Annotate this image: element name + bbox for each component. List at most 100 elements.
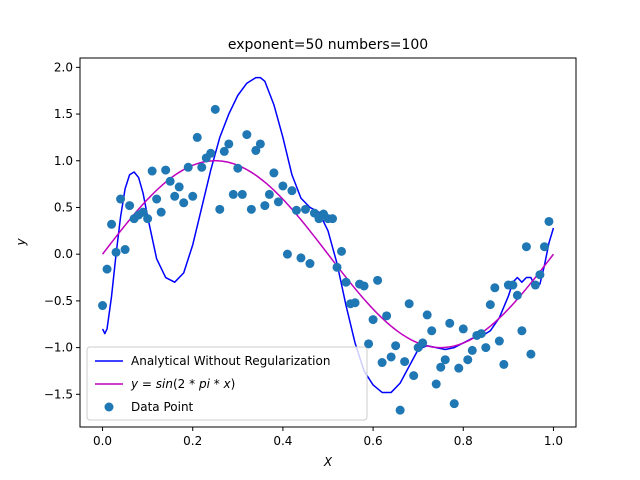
data-point (116, 194, 126, 204)
y-tick-label: 0.0 (54, 247, 73, 261)
data-point (490, 283, 500, 293)
data-point (530, 280, 540, 290)
data-point (476, 329, 486, 339)
legend: Analytical Without Regularization y = si… (86, 346, 368, 421)
data-point (386, 352, 396, 362)
data-point (156, 207, 166, 217)
data-point (332, 262, 342, 272)
y-tick-label: −1.0 (44, 341, 73, 355)
data-point (224, 139, 234, 149)
data-point (228, 189, 238, 199)
data-point (165, 176, 175, 186)
data-point (300, 204, 310, 214)
data-point (269, 168, 279, 178)
data-point (233, 163, 243, 173)
chart-title: exponent=50 numbers=100 (228, 37, 428, 53)
data-point (174, 182, 184, 192)
sine-function-line (101, 160, 555, 349)
data-point (192, 132, 202, 142)
data-point (147, 166, 157, 176)
data-point (535, 270, 545, 280)
data-point (237, 189, 247, 199)
x-axis: 0.0 0.2 0.4 0.6 0.8 1.0 (93, 427, 563, 448)
data-point (188, 191, 198, 201)
data-point (251, 145, 261, 155)
plot-frame (79, 57, 577, 428)
data-point (481, 343, 491, 353)
x-tick-label: 1.0 (544, 434, 563, 448)
data-point (517, 326, 527, 336)
data-point (287, 186, 297, 196)
y-tick-label: 0.5 (54, 200, 73, 214)
y-axis-label: y (14, 238, 28, 247)
data-point (499, 359, 509, 369)
data-point (183, 162, 193, 172)
data-point (409, 371, 419, 381)
data-point (215, 204, 225, 214)
data-point (422, 310, 432, 320)
data-point (382, 311, 392, 321)
x-tick-label: 0.8 (454, 434, 473, 448)
data-point (206, 148, 216, 158)
plot-area (98, 76, 555, 415)
data-point (120, 245, 130, 255)
data-point (395, 405, 405, 415)
data-point (350, 298, 360, 308)
y-tick-label: −0.5 (44, 294, 73, 308)
data-point (418, 338, 428, 348)
data-point (544, 216, 554, 226)
data-point (364, 339, 374, 349)
data-point (264, 189, 274, 199)
data-point (296, 253, 306, 263)
data-point (255, 139, 265, 149)
data-point (494, 336, 504, 346)
data-point (454, 363, 464, 373)
data-point (341, 277, 351, 287)
data-point (485, 300, 495, 310)
legend-label-sine: y = sin(2 * pi * x) (130, 377, 235, 391)
data-point (260, 201, 270, 211)
data-point (431, 379, 441, 389)
data-point (400, 357, 410, 367)
data-point (179, 198, 189, 208)
y-tick-label: 1.5 (54, 107, 73, 121)
data-point (125, 201, 135, 211)
data-point (436, 362, 446, 372)
data-point (445, 318, 455, 328)
data-point (219, 146, 229, 156)
data-point (152, 194, 162, 204)
y-axis: −1.5 −1.0 −0.5 0.0 0.5 1.0 1.5 2.0 (44, 60, 80, 401)
data-point (391, 341, 401, 351)
data-point (98, 301, 108, 311)
data-point (161, 165, 171, 175)
data-point (210, 104, 220, 114)
data-point (359, 281, 369, 291)
data-point (449, 399, 459, 409)
data-point (246, 204, 256, 214)
data-point (102, 264, 112, 274)
data-point (197, 162, 207, 172)
data-point (143, 214, 153, 224)
data-point (440, 355, 450, 365)
x-axis-label: X (323, 455, 333, 469)
data-point (291, 205, 301, 215)
data-point (305, 259, 315, 269)
analytical-fit-line (101, 76, 555, 394)
data-point (328, 214, 338, 224)
data-point (526, 349, 536, 359)
data-point (404, 299, 414, 309)
x-tick-label: 0.4 (273, 434, 292, 448)
x-tick-label: 0.2 (183, 434, 202, 448)
legend-swatch-data-point (104, 402, 114, 412)
data-point (242, 130, 252, 140)
data-point (278, 181, 288, 191)
data-point (107, 219, 117, 229)
data-point (368, 315, 378, 325)
data-point (521, 242, 531, 252)
data-point (463, 355, 473, 365)
data-point (282, 249, 292, 259)
y-tick-label: −1.5 (44, 387, 73, 401)
x-tick-label: 0.6 (364, 434, 383, 448)
data-point (373, 275, 383, 285)
